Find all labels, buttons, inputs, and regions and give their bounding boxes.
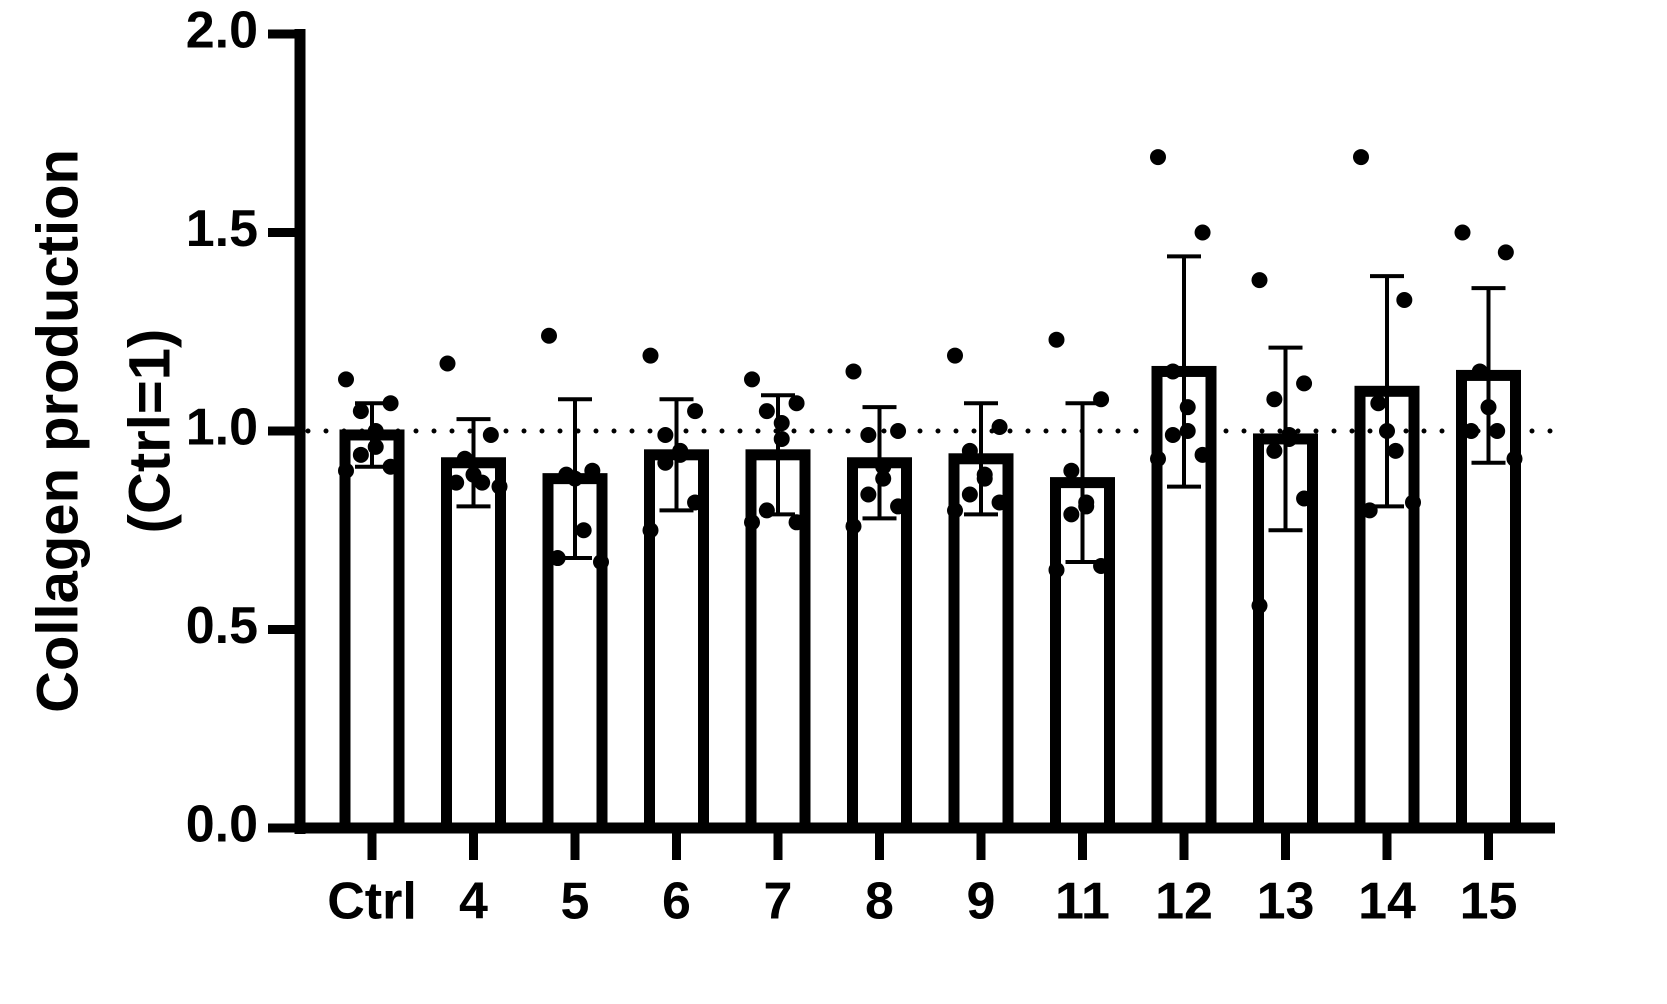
x-tick-label-8: 8 — [865, 873, 894, 931]
data-point-11 — [1063, 506, 1080, 523]
data-point-4 — [439, 355, 456, 372]
data-point-14 — [1387, 442, 1404, 459]
data-point-13 — [1251, 597, 1268, 614]
data-point-4 — [482, 426, 499, 443]
data-point-15 — [1497, 244, 1514, 261]
data-point-12 — [1150, 149, 1166, 166]
data-point-13 — [1266, 391, 1283, 408]
data-point-13 — [1296, 375, 1313, 392]
data-point-15 — [1454, 224, 1471, 241]
data-point-6 — [687, 403, 704, 420]
data-point-5 — [549, 550, 566, 567]
data-point-12 — [1194, 446, 1211, 463]
x-tick-label-9: 9 — [967, 873, 996, 931]
data-point-Ctrl — [338, 371, 354, 388]
data-point-12 — [1194, 224, 1211, 241]
x-tick-label-Ctrl: Ctrl — [327, 873, 417, 931]
plot-area: 0.0 0.5 1.0 1.5 2.0 Ctrl 4 5 6 7 8 9 11 12 13 14 15 — [186, 2, 1558, 931]
data-point-6 — [642, 522, 659, 539]
x-tick-label-7: 7 — [764, 873, 793, 931]
data-point-14 — [1405, 494, 1421, 511]
data-point-14 — [1396, 291, 1413, 308]
data-point-Ctrl — [352, 446, 369, 463]
data-point-8 — [860, 486, 877, 503]
data-point-11 — [1048, 331, 1065, 348]
x-tick-label-6: 6 — [662, 873, 691, 931]
x-tick-label-15: 15 — [1460, 873, 1518, 931]
y-axis-title-line: (Ctrl=1) — [117, 329, 182, 534]
data-point-5 — [593, 554, 609, 571]
data-point-Ctrl — [382, 395, 399, 412]
data-point-Ctrl — [338, 462, 354, 479]
data-point-7 — [744, 371, 760, 388]
x-tick-label-5: 5 — [561, 873, 590, 931]
data-point-12 — [1150, 450, 1166, 467]
x-tick-label-14: 14 — [1358, 873, 1416, 931]
x-tick-label-12: 12 — [1155, 873, 1213, 931]
x-tick-label-4: 4 — [459, 873, 488, 931]
data-point-13 — [1251, 272, 1268, 289]
y-tick-label: 0.0 — [186, 796, 258, 854]
data-point-9 — [947, 347, 963, 364]
data-point-4 — [474, 474, 491, 491]
data-point-6 — [687, 494, 704, 511]
bar-Ctrl — [339, 429, 405, 834]
data-point-14 — [1353, 149, 1369, 166]
data-point-12 — [1164, 363, 1181, 380]
data-point-11 — [1048, 561, 1065, 578]
data-point-13 — [1296, 490, 1313, 507]
y-tick-label: 1.5 — [186, 200, 258, 258]
y-axis-title: Collagen production (Ctrl=1) — [25, 149, 182, 713]
data-point-5 — [541, 327, 557, 344]
data-point-9 — [947, 502, 963, 519]
data-point-5 — [584, 462, 601, 479]
data-point-13 — [1266, 442, 1283, 459]
data-point-6 — [657, 426, 674, 443]
data-point-7 — [788, 395, 805, 412]
y-tick-label: 2.0 — [186, 2, 258, 60]
data-point-15 — [1471, 363, 1488, 380]
data-point-8 — [890, 498, 907, 515]
x-tick-label-13: 13 — [1257, 873, 1315, 931]
data-point-4 — [456, 450, 473, 467]
y-tick-label: 1.0 — [186, 399, 258, 457]
bar-8 — [847, 457, 912, 834]
data-point-15 — [1506, 450, 1523, 467]
data-point-7 — [758, 403, 775, 420]
data-point-9 — [991, 494, 1008, 511]
y-axis-title-line: Collagen production — [25, 149, 90, 713]
data-point-7 — [788, 514, 805, 531]
data-point-12 — [1164, 426, 1181, 443]
data-point-9 — [991, 419, 1008, 436]
x-tick-label-11: 11 — [1055, 873, 1110, 931]
data-point-8 — [860, 426, 877, 443]
data-point-8 — [845, 363, 862, 380]
data-point-9 — [961, 486, 978, 503]
data-point-11 — [1063, 462, 1080, 479]
data-point-5 — [575, 522, 592, 539]
bar-4 — [441, 457, 506, 834]
data-point-Ctrl — [352, 403, 369, 420]
data-point-15 — [1489, 423, 1506, 439]
data-point-4 — [491, 478, 508, 495]
data-point-14 — [1370, 395, 1387, 412]
data-point-6 — [657, 454, 674, 471]
y-tick-label: 0.5 — [186, 597, 258, 655]
data-point-7 — [744, 514, 760, 531]
data-point-9 — [961, 442, 978, 459]
data-point-4 — [448, 474, 465, 491]
data-point-Ctrl — [382, 458, 399, 475]
data-point-15 — [1463, 423, 1480, 439]
data-point-6 — [642, 347, 659, 364]
data-point-8 — [845, 518, 862, 535]
data-point-8 — [890, 423, 907, 439]
